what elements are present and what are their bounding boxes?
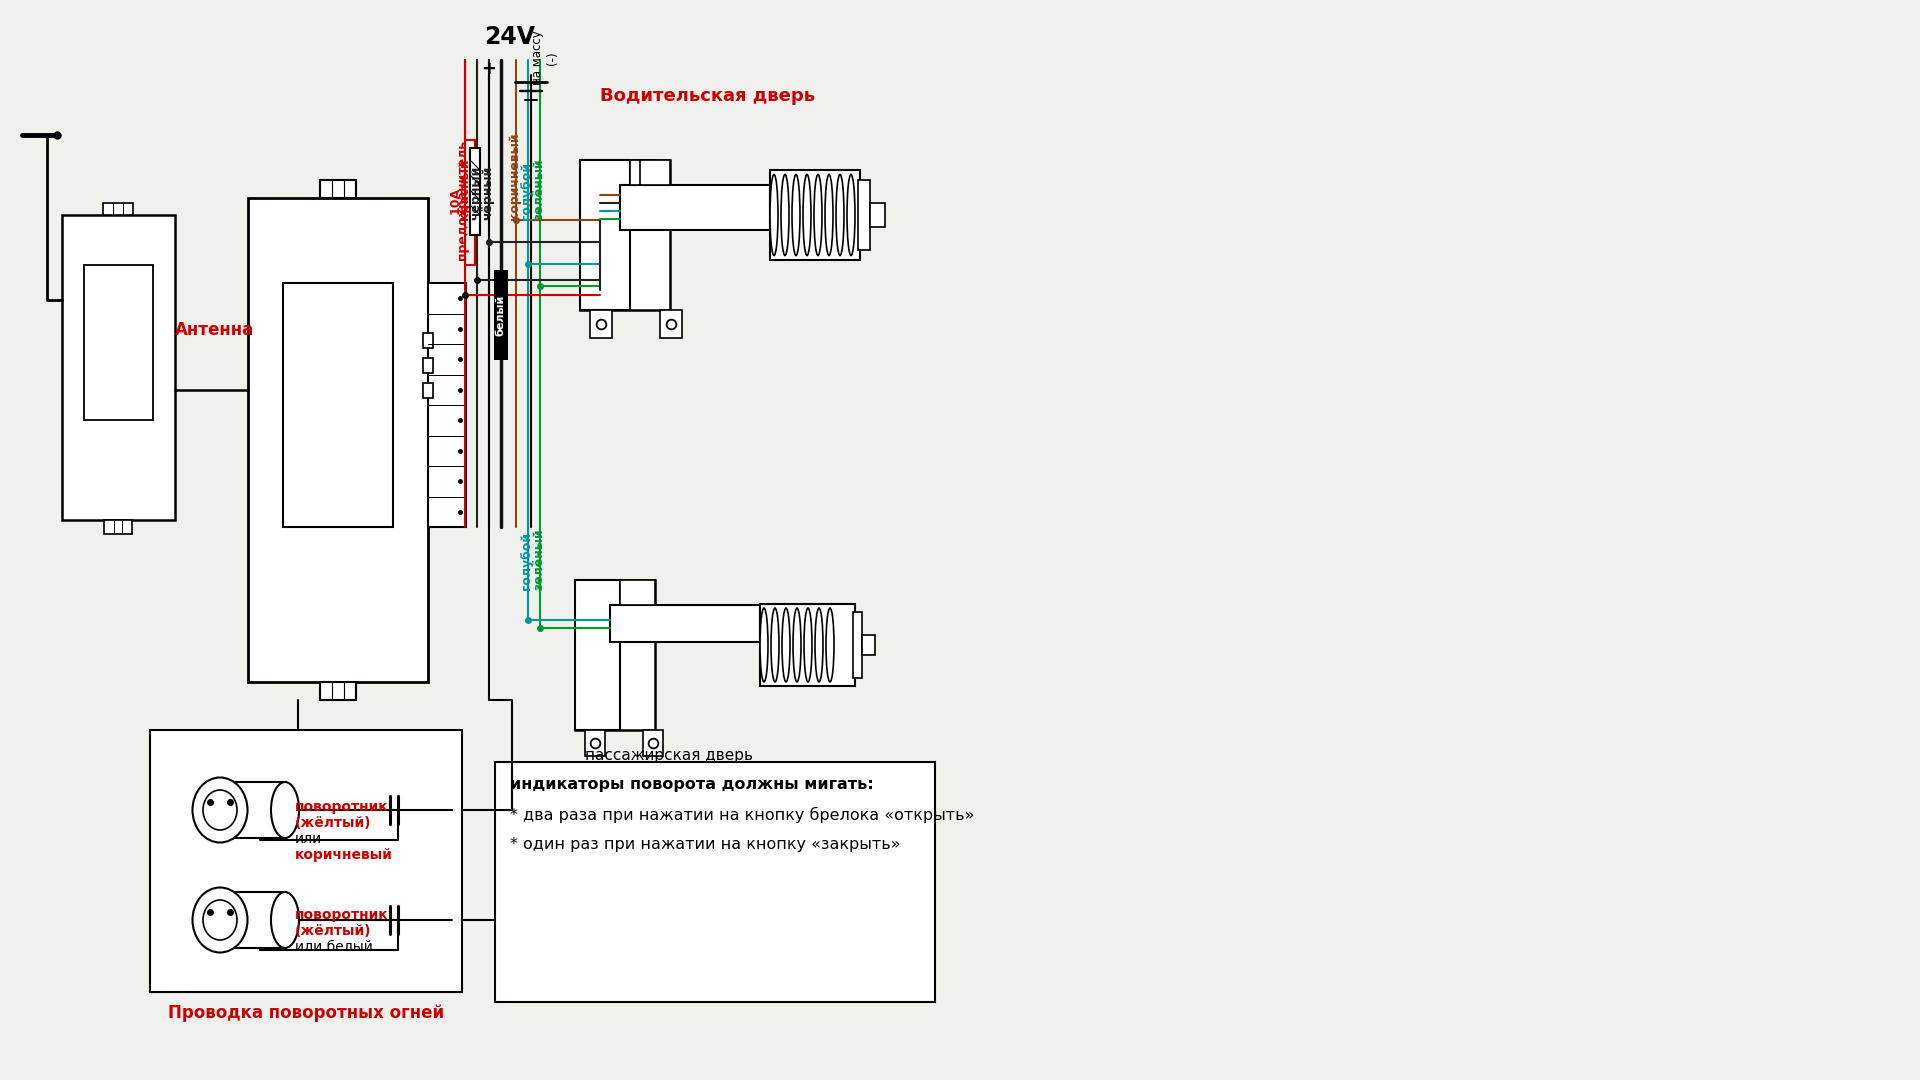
Ellipse shape <box>847 175 854 256</box>
Bar <box>422 333 434 348</box>
Ellipse shape <box>192 778 248 842</box>
Text: +: + <box>482 60 497 78</box>
Text: белый: белый <box>495 295 507 336</box>
Bar <box>611 605 760 642</box>
Text: (жёлтый): (жёлтый) <box>296 816 371 831</box>
Bar <box>620 580 655 605</box>
Bar <box>862 635 876 654</box>
Text: Проводка поворотных огней: Проводка поворотных огней <box>167 1004 444 1022</box>
Bar <box>225 892 284 948</box>
Bar <box>422 383 434 399</box>
Text: пассажирская дверь: пассажирская дверь <box>586 748 753 762</box>
Bar <box>150 730 463 993</box>
Ellipse shape <box>826 608 833 681</box>
Bar <box>493 270 509 360</box>
Ellipse shape <box>814 175 822 256</box>
Bar <box>580 160 670 310</box>
Text: красный: красный <box>457 159 470 220</box>
Bar <box>586 730 605 756</box>
Bar <box>770 170 860 260</box>
Bar <box>422 357 434 373</box>
Ellipse shape <box>791 175 801 256</box>
Ellipse shape <box>804 608 812 681</box>
Bar <box>858 180 870 249</box>
Text: поворотник: поворотник <box>296 800 388 814</box>
Ellipse shape <box>271 892 300 948</box>
Bar <box>104 519 132 534</box>
Text: зелёный: зелёный <box>532 159 545 220</box>
Text: Антенна: Антенна <box>175 321 253 339</box>
Bar <box>470 148 480 235</box>
Text: коричневый: коричневый <box>296 848 394 862</box>
Ellipse shape <box>814 608 824 681</box>
Bar <box>321 180 355 198</box>
Text: 24V: 24V <box>484 25 536 49</box>
Bar <box>643 730 662 756</box>
Text: чёрный: чёрный <box>482 165 495 220</box>
Ellipse shape <box>826 175 833 256</box>
Ellipse shape <box>204 789 236 831</box>
Bar <box>870 203 885 227</box>
Ellipse shape <box>192 888 248 953</box>
Text: коричневый: коричневый <box>509 133 522 220</box>
Text: голубой: голубой <box>520 162 534 220</box>
Bar <box>589 310 612 338</box>
Text: * два раза при нажатии на кнопку брелока «открыть»: * два раза при нажатии на кнопку брелока… <box>511 807 973 823</box>
Bar <box>639 160 670 185</box>
Text: поворотник: поворотник <box>296 908 388 922</box>
Bar <box>104 203 132 215</box>
Bar <box>620 185 770 230</box>
Ellipse shape <box>793 608 801 681</box>
Bar <box>580 160 630 310</box>
Text: (жёлтый): (жёлтый) <box>296 924 371 939</box>
Bar <box>248 198 428 681</box>
Bar <box>760 604 854 686</box>
Bar <box>282 283 394 527</box>
Ellipse shape <box>772 608 780 681</box>
Text: * один раз при нажатии на кнопку «закрыть»: * один раз при нажатии на кнопку «закрыт… <box>511 837 900 852</box>
Text: голубой: голубой <box>520 532 534 590</box>
Bar <box>61 215 175 519</box>
Bar <box>428 283 467 527</box>
Bar <box>225 782 284 838</box>
Bar <box>495 762 935 1002</box>
Bar <box>84 265 154 420</box>
Text: Водительская дверь: Водительская дверь <box>599 87 816 105</box>
Text: чёрный: чёрный <box>470 165 482 220</box>
Bar <box>321 681 355 700</box>
Bar <box>574 580 655 730</box>
Bar <box>630 160 655 185</box>
Ellipse shape <box>781 608 789 681</box>
Bar <box>660 310 682 338</box>
Text: 10А: 10А <box>449 187 461 214</box>
Text: предохранитель: предохранитель <box>457 140 470 260</box>
Text: на массу
(-): на массу (-) <box>532 30 559 85</box>
Ellipse shape <box>835 175 845 256</box>
Text: или белый: или белый <box>296 940 372 954</box>
Ellipse shape <box>770 175 778 256</box>
Ellipse shape <box>803 175 810 256</box>
Ellipse shape <box>271 782 300 838</box>
Text: или: или <box>296 832 323 846</box>
Text: индикаторы поворота должны мигать:: индикаторы поворота должны мигать: <box>511 777 874 792</box>
Text: зелёный: зелёный <box>532 528 545 590</box>
Bar <box>852 612 862 678</box>
Ellipse shape <box>781 175 789 256</box>
Bar <box>574 580 620 730</box>
Ellipse shape <box>204 900 236 940</box>
Ellipse shape <box>760 608 768 681</box>
